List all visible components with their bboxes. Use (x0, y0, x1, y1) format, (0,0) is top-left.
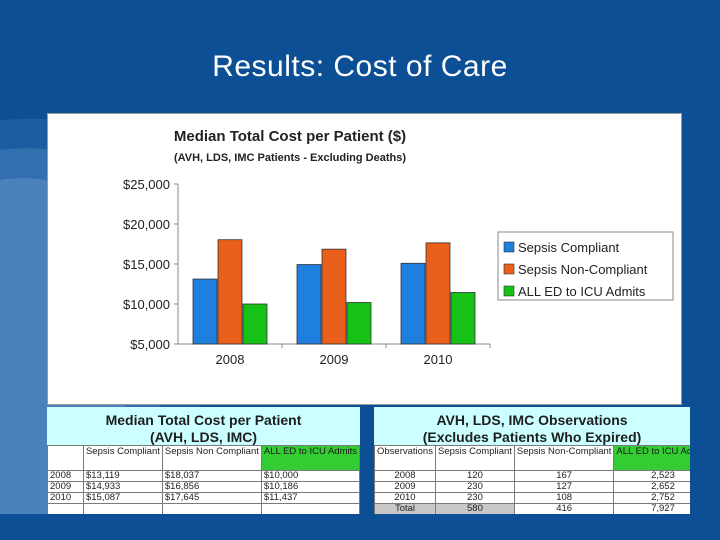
legend-swatch (503, 263, 515, 275)
table-cell (161, 503, 262, 515)
table-cell: 7,927 (613, 503, 690, 515)
table-row: 2009 230 127 2,652 (374, 481, 690, 493)
table-cell (47, 503, 84, 515)
x-tick-label: 2008 (216, 352, 245, 367)
table-row (47, 503, 360, 515)
observations-table-title: AVH, LDS, IMC Observations (Excludes Pat… (374, 407, 690, 445)
legend-label: ALL ED to ICU Admits (518, 284, 646, 299)
table-cell: 2008 (374, 470, 436, 482)
observations-header-cell: ALL ED to ICU Admits (613, 445, 690, 471)
cost-table-title-line1: Median Total Cost per Patient (105, 412, 302, 428)
table-cell: 580 (434, 503, 515, 515)
observations-header-cell: Observations (374, 445, 436, 471)
bar-sepsis-compliant (400, 262, 426, 345)
bar-sepsis-compliant (296, 264, 322, 345)
table-cell: $17,645 (161, 492, 262, 504)
table-cell (260, 503, 360, 515)
observations-table-panel: AVH, LDS, IMC Observations (Excludes Pat… (374, 407, 690, 527)
table-cell: $15,087 (82, 492, 163, 504)
x-tick-label: 2010 (424, 352, 453, 367)
slide-title: Results: Cost of Care (212, 50, 508, 83)
x-tick-label: 2009 (320, 352, 349, 367)
legend-swatch (503, 285, 515, 297)
table-cell: 2010 (374, 492, 436, 504)
cost-table-title-line2: (AVH, LDS, IMC) (149, 429, 258, 445)
table-row: 2008 120 167 2,523 (374, 470, 690, 482)
cost-table-title: Median Total Cost per Patient (AVH, LDS,… (47, 407, 360, 445)
y-tick-label: $10,000 (123, 297, 170, 312)
data-tables: Median Total Cost per Patient (AVH, LDS,… (47, 407, 690, 527)
table-cell: $13,119 (82, 470, 163, 482)
y-tick-label: $20,000 (123, 217, 170, 232)
table-cell: 2008 (47, 470, 84, 482)
table-cell: 127 (513, 481, 615, 493)
table-cell: 2,523 (613, 470, 690, 482)
bar-chart: Median Total Cost per Patient ($) (AVH, … (123, 128, 674, 367)
table-cell: 2009 (47, 481, 84, 493)
y-tick-label: $5,000 (130, 337, 170, 352)
cost-header-cell: Sepsis Compliant (82, 445, 163, 471)
observations-table: Observations Sepsis Compliant Sepsis Non… (374, 445, 690, 515)
table-cell: $10,186 (260, 481, 360, 493)
chart-subtitle: (AVH, LDS, IMC Patients - Excluding Deat… (174, 152, 406, 164)
table-row: Total 580 416 7,927 (374, 503, 690, 515)
cost-header-cell: Sepsis Non Compliant (161, 445, 262, 471)
legend-label: Sepsis Non-Compliant (518, 262, 648, 277)
observations-table-header-row: Observations Sepsis Compliant Sepsis Non… (374, 445, 690, 471)
table-row: 2010 $15,087 $17,645 $11,437 (47, 492, 360, 504)
table-cell: 230 (434, 481, 515, 493)
table-cell: $18,037 (161, 470, 262, 482)
observations-table-title-line1: AVH, LDS, IMC Observations (436, 412, 628, 428)
bar-sepsis-compliant (192, 278, 218, 345)
table-cell: 416 (513, 503, 615, 515)
table-cell: $10,000 (260, 470, 360, 482)
observations-header-cell: Sepsis Non-Compliant (513, 445, 615, 471)
bar-sepsis-non-compliant (321, 248, 347, 345)
y-tick-label: $25,000 (123, 177, 170, 192)
y-tick-label: $15,000 (123, 257, 170, 272)
chart-panel: Median Total Cost per Patient ($) (AVH, … (47, 113, 682, 405)
table-cell: $11,437 (260, 492, 360, 504)
footer-bar (0, 514, 720, 540)
cost-table-header-row: Sepsis Compliant Sepsis Non Compliant AL… (47, 445, 360, 471)
table-cell: 2,652 (613, 481, 690, 493)
bar-sepsis-non-compliant (425, 242, 451, 345)
bar-all-ed-to-icu-admits (242, 303, 268, 345)
table-cell: $16,856 (161, 481, 262, 493)
table-row: 2009 $14,933 $16,856 $10,186 (47, 481, 360, 493)
table-cell: 2009 (374, 481, 436, 493)
table-cell (82, 503, 163, 515)
observations-header-cell: Sepsis Compliant (434, 445, 515, 471)
legend-label: Sepsis Compliant (518, 240, 620, 255)
table-row: 2008 $13,119 $18,037 $10,000 (47, 470, 360, 482)
table-cell: 2,752 (613, 492, 690, 504)
cost-header-cell: ALL ED to ICU Admits (260, 445, 360, 471)
table-cell: 230 (434, 492, 515, 504)
table-row: 2010 230 108 2,752 (374, 492, 690, 504)
legend-swatch (503, 241, 515, 253)
bar-all-ed-to-icu-admits (450, 292, 476, 345)
cost-table-panel: Median Total Cost per Patient (AVH, LDS,… (47, 407, 360, 527)
table-cell: 167 (513, 470, 615, 482)
bar-sepsis-non-compliant (217, 239, 243, 345)
bar-all-ed-to-icu-admits (346, 302, 372, 345)
observations-table-title-line2: (Excludes Patients Who Expired) (422, 429, 642, 445)
chart-title: Median Total Cost per Patient ($) (174, 128, 406, 145)
table-cell: 120 (434, 470, 515, 482)
table-cell: 108 (513, 492, 615, 504)
table-cell: Total (374, 503, 436, 515)
table-cell: $14,933 (82, 481, 163, 493)
legend-box (497, 231, 674, 301)
cost-header-cell (47, 445, 84, 471)
table-cell: 2010 (47, 492, 84, 504)
cost-table: Sepsis Compliant Sepsis Non Compliant AL… (47, 445, 360, 515)
